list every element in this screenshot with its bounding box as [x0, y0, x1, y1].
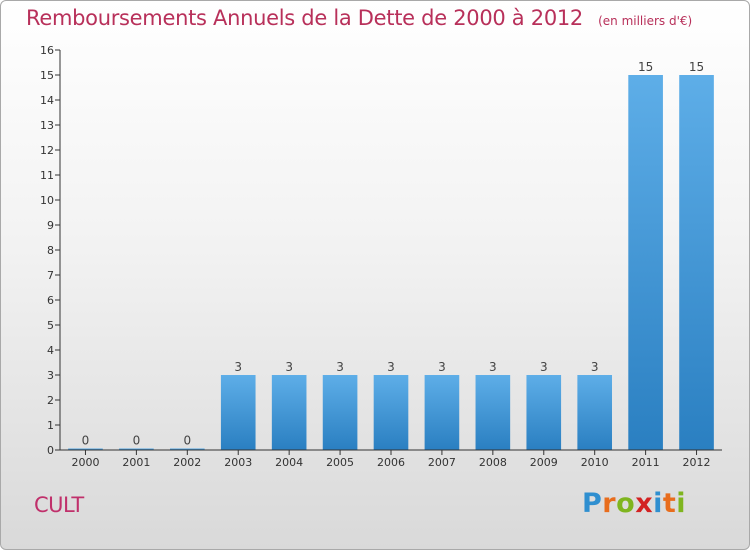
y-tick-label: 9	[47, 219, 54, 232]
data-label: 3	[336, 360, 344, 374]
data-label: 0	[133, 434, 141, 448]
x-tick-label: 2003	[224, 456, 252, 469]
x-tick-label: 2007	[428, 456, 456, 469]
x-tick-label: 2000	[71, 456, 99, 469]
data-label: 0	[82, 434, 90, 448]
commune-name: CULT	[34, 493, 84, 517]
y-tick-label: 13	[40, 119, 54, 132]
data-label: 3	[387, 360, 395, 374]
bar-2011	[628, 75, 663, 450]
data-label: 3	[438, 360, 446, 374]
y-tick-label: 7	[47, 269, 54, 282]
chart-title: Remboursements Annuels de la Dette de 20…	[26, 6, 583, 30]
data-label: 15	[638, 60, 653, 74]
x-tick-label: 2004	[275, 456, 303, 469]
x-tick-label: 2012	[683, 456, 711, 469]
proxiti-logo: Proxiti	[582, 488, 686, 519]
chart-subtitle: (en milliers d'€)	[598, 14, 693, 28]
bar-2000	[68, 448, 103, 450]
data-label: 3	[234, 360, 242, 374]
bar-2007	[424, 375, 460, 450]
bar-2012	[679, 75, 714, 450]
logo-letter: i	[676, 488, 687, 519]
bar-2002	[169, 448, 205, 450]
y-tick-label: 16	[40, 44, 54, 57]
logo-letter: r	[602, 488, 617, 519]
y-tick-label: 1	[47, 419, 54, 432]
x-tick-label: 2005	[326, 456, 354, 469]
y-tick-label: 15	[40, 69, 54, 82]
y-tick-label: 0	[47, 444, 54, 457]
x-tick-label: 2001	[122, 456, 150, 469]
y-tick-label: 6	[47, 294, 54, 307]
bar-2009	[526, 375, 562, 450]
bar-2003	[220, 375, 256, 450]
data-label: 3	[540, 360, 548, 374]
bar-2004	[271, 375, 307, 450]
logo-letter: x	[635, 488, 654, 519]
data-label: 3	[285, 360, 293, 374]
bar-2008	[475, 375, 511, 450]
logo-letter: i	[653, 488, 663, 519]
data-label: 3	[591, 360, 599, 374]
bar-2006	[373, 375, 409, 450]
y-tick-label: 5	[47, 319, 54, 332]
y-tick-label: 10	[40, 194, 54, 207]
y-tick-label: 12	[40, 144, 54, 157]
x-tick-label: 2010	[581, 456, 609, 469]
x-tick-label: 2002	[173, 456, 201, 469]
logo-letter: o	[616, 488, 636, 519]
y-tick-label: 11	[40, 169, 54, 182]
logo-letter: t	[662, 488, 677, 519]
chart-title-row: Remboursements Annuels de la Dette de 20…	[26, 6, 692, 30]
y-tick-label: 2	[47, 394, 54, 407]
bar-2010	[577, 375, 613, 450]
axis-layer: 0123456789101112131415162000020010200202…	[40, 44, 722, 469]
bar-2001	[119, 448, 154, 450]
x-tick-label: 2006	[377, 456, 405, 469]
x-tick-label: 2009	[530, 456, 558, 469]
y-tick-label: 14	[40, 94, 54, 107]
bar-2005	[322, 375, 358, 450]
data-label: 15	[689, 60, 704, 74]
x-tick-label: 2011	[632, 456, 660, 469]
data-label: 0	[183, 434, 191, 448]
y-tick-label: 4	[47, 344, 54, 357]
y-tick-label: 3	[47, 369, 54, 382]
y-tick-label: 8	[47, 244, 54, 257]
logo-letter: P	[582, 488, 603, 519]
bars-layer	[68, 75, 714, 450]
data-label: 3	[489, 360, 497, 374]
x-tick-label: 2008	[479, 456, 507, 469]
